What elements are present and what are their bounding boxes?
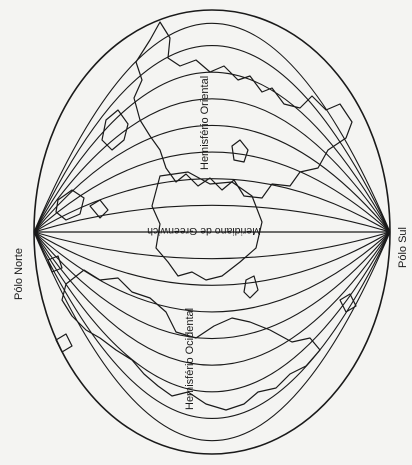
meridian-arc-3: [33, 231, 391, 286]
north-pole-label: Pólo Norte: [13, 248, 25, 300]
island-small-1: [89, 199, 109, 219]
continent-eurasia: [133, 21, 353, 199]
meridian-arc-5: [33, 231, 391, 313]
continent-africa: [151, 171, 263, 281]
greenwich-meridian-label: Meridiano de Greenwich: [147, 225, 261, 237]
meridian-arc-8: [33, 98, 391, 233]
meridian-arc-0: [33, 204, 391, 233]
continent-americas: [61, 269, 321, 411]
meridian-arc-4: [33, 151, 391, 233]
meridian-arc-6: [33, 125, 391, 233]
island-east: [231, 139, 249, 163]
western-hemisphere-label: Hemisfério Ocidental: [184, 308, 196, 410]
eastern-hemisphere-label: Hemisfério Oriental: [199, 76, 211, 170]
meridian-arc-10: [33, 71, 391, 233]
south-pole-label: Pólo Sul: [397, 227, 409, 268]
continent-outlines: [47, 21, 357, 411]
island-small-3: [47, 255, 63, 273]
island-small-2: [55, 333, 73, 353]
meridian-arc-1: [33, 231, 391, 260]
island-south-1: [339, 293, 357, 313]
meridian-arc-15: [33, 231, 391, 441]
meridian-arc-13: [33, 231, 391, 420]
island-madagascar: [243, 275, 259, 299]
meridian-arc-9: [33, 231, 391, 366]
meridian-arc-14: [33, 23, 391, 233]
meridian-arc-7: [33, 231, 391, 339]
meridian-arc-11: [33, 231, 391, 393]
continent-peninsula-north: [101, 109, 129, 151]
island-greenland: [55, 189, 85, 221]
